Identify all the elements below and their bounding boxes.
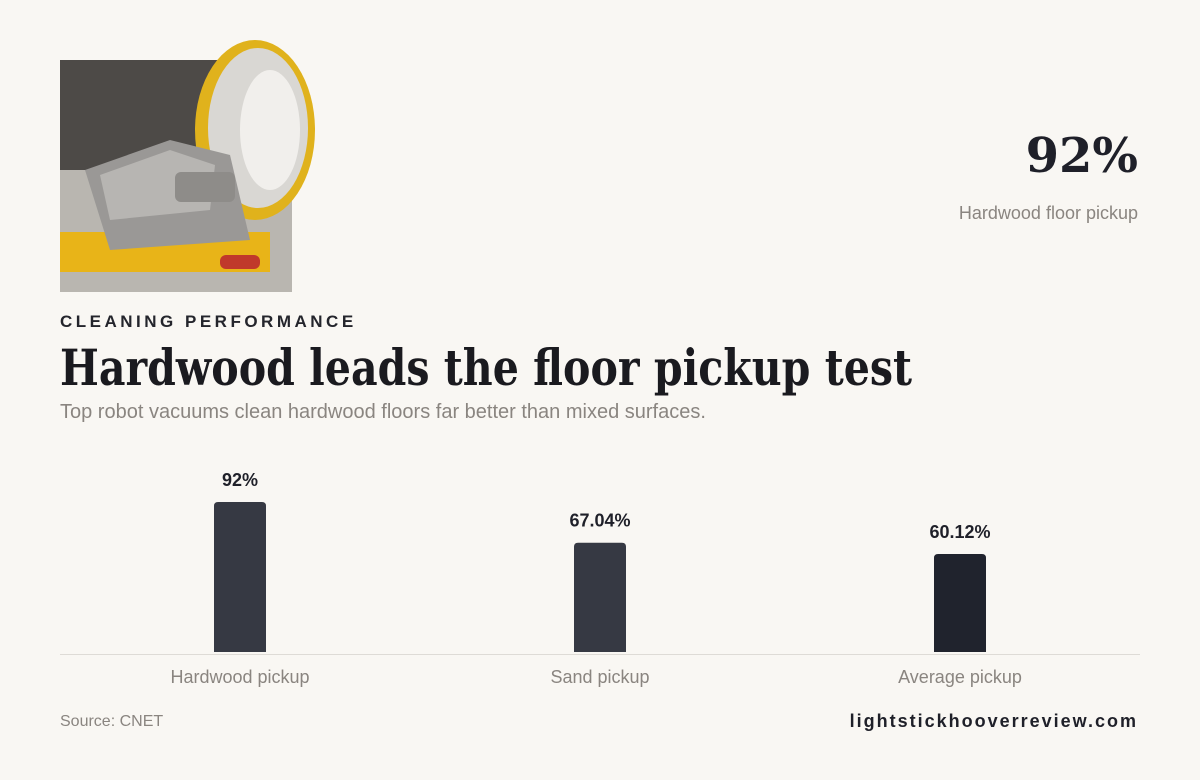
x-tick-label: Sand pickup — [550, 667, 649, 687]
bar — [934, 553, 986, 652]
value-label: 60.12% — [929, 522, 990, 542]
product-image — [60, 40, 315, 292]
bars: 92% Hardwood pickup 67.04% Sand pickup 60.12… — [170, 470, 1021, 687]
eyebrow: CLEANING PERFORMANCE — [60, 312, 357, 331]
value-label: 92% — [222, 470, 258, 490]
bar — [214, 502, 266, 652]
value-label: 67.04% — [569, 511, 630, 531]
site: lightstickhooverreview.com — [850, 711, 1138, 731]
x-tick-label: Hardwood pickup — [170, 667, 309, 687]
highlight-label: Hardwood floor pickup — [959, 203, 1138, 223]
chart-title: Hardwood leads the floor pickup test — [60, 338, 912, 397]
x-tick-label: Average pickup — [898, 667, 1022, 687]
highlight-value: 92% — [1026, 128, 1138, 184]
source: Source: CNET — [60, 713, 163, 730]
chart-subtitle: Top robot vacuums clean hardwood floors … — [60, 401, 706, 423]
bar — [574, 542, 626, 652]
